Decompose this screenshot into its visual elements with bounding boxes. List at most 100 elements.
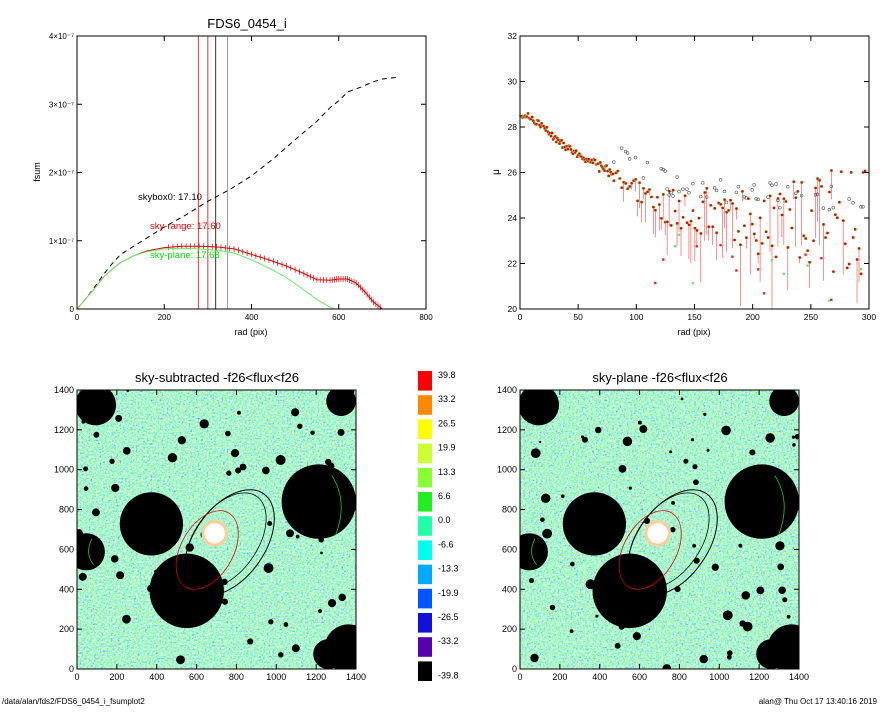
data-point-red — [703, 191, 706, 194]
x-tick-label: 0 — [74, 672, 79, 682]
x-tick-label: 600 — [632, 672, 647, 682]
data-point-red — [586, 159, 589, 162]
data-point-red — [832, 270, 835, 273]
data-point-open — [750, 188, 754, 192]
colorbar-label: 0.0 — [438, 515, 451, 525]
data-point-red — [685, 221, 688, 224]
y-tick-label: 1000 — [497, 465, 517, 475]
colorbar-label: 13.3 — [438, 467, 456, 477]
data-point-red — [603, 169, 606, 172]
colorbar-swatch — [418, 443, 432, 464]
masked-source — [115, 414, 123, 422]
data-point-open — [665, 187, 669, 191]
data-point-red — [798, 256, 801, 259]
data-point-red — [531, 116, 534, 119]
masked-source — [569, 629, 574, 634]
data-point-open — [645, 160, 650, 165]
data-point-open — [669, 190, 673, 195]
data-point-red — [804, 237, 807, 240]
masked-source — [93, 431, 100, 438]
data-point-red — [650, 195, 653, 198]
data-point-red — [691, 209, 694, 212]
panel2-plot-area — [518, 111, 867, 309]
y-tick-label: 0 — [69, 664, 74, 674]
colorbar-swatch — [418, 637, 432, 657]
data-point-red — [759, 216, 762, 219]
masked-source — [699, 654, 708, 664]
y-tick-label: 32 — [508, 31, 518, 41]
y-tick-label: 1200 — [497, 425, 517, 435]
star-mask — [520, 533, 548, 571]
data-point-red — [800, 181, 803, 184]
masked-source — [338, 593, 346, 602]
data-point-red — [863, 169, 866, 172]
masked-source — [749, 449, 756, 456]
data-point-red — [563, 146, 566, 149]
data-point-red — [780, 213, 783, 216]
data-point-open — [612, 160, 616, 164]
data-point-red — [538, 124, 541, 127]
data-point-red — [632, 179, 635, 182]
data-point-red — [689, 220, 692, 223]
colorbar-label: 39.8 — [438, 370, 456, 380]
masked-source — [123, 447, 131, 455]
data-point-red-outlier — [735, 269, 738, 272]
data-point-red-outlier — [662, 258, 665, 261]
masked-source — [595, 614, 599, 618]
data-point-open — [799, 193, 804, 198]
colorbar-swatch — [418, 540, 432, 560]
x-tick-label: 1000 — [709, 672, 729, 682]
data-point-red — [554, 135, 557, 138]
data-point-open — [675, 175, 679, 179]
x-tick-label: 200 — [109, 672, 124, 682]
data-point-red — [630, 182, 633, 185]
x-tick-label: 150 — [687, 312, 701, 322]
masked-source — [632, 632, 641, 641]
y-tick-label: 2×10⁻⁷ — [49, 169, 74, 178]
masked-source — [317, 609, 322, 614]
data-point-red — [761, 242, 764, 245]
data-point-red — [555, 140, 558, 143]
data-point-red — [537, 119, 540, 122]
x-tick-label: 200 — [746, 312, 760, 322]
axes-frame — [76, 35, 427, 310]
panel4-axes: 0 200 400 600 800 1000 1200 1400 0 200 400 600 800 10… — [497, 385, 809, 682]
panel3-axes: 0 200 400 600 800 1000 1200 1400 0 200 400 600 800 10… — [54, 385, 366, 682]
data-point-red — [568, 145, 571, 148]
data-point-red — [660, 217, 663, 220]
data-point-red — [857, 247, 860, 250]
x-tick-label: 0 — [75, 313, 80, 322]
data-point-red — [818, 179, 821, 182]
data-point-red — [549, 135, 552, 138]
x-tick-label: 1400 — [789, 672, 809, 682]
data-point-red — [543, 127, 546, 130]
annotation-sky-range: sky-range: 17.60 — [150, 221, 221, 232]
y-tick-label: 600 — [502, 544, 517, 554]
masked-source — [765, 433, 775, 443]
data-point-red — [572, 149, 575, 152]
masked-source — [239, 463, 247, 471]
y-tick-label: 400 — [502, 584, 517, 594]
star-mask — [281, 464, 356, 539]
masked-source — [671, 500, 675, 505]
data-point-red — [575, 149, 578, 152]
masked-source — [614, 642, 621, 649]
masked-source — [263, 563, 274, 573]
x-tick-label: 200 — [552, 672, 567, 682]
masked-source — [291, 408, 300, 417]
data-point-red — [747, 197, 750, 200]
masked-source — [297, 423, 303, 429]
star-mask — [149, 553, 224, 629]
star-mask — [326, 390, 356, 417]
masked-source — [278, 652, 284, 658]
data-point-red — [859, 272, 862, 275]
data-point-red — [778, 192, 781, 195]
data-point-red — [725, 211, 728, 214]
data-point-red — [642, 187, 645, 190]
image-content — [520, 390, 799, 669]
y-tick-label: 20 — [508, 304, 518, 314]
data-point-red — [570, 151, 573, 154]
masked-source — [778, 586, 786, 595]
sky-contour — [88, 538, 95, 566]
star-mask — [77, 533, 105, 571]
